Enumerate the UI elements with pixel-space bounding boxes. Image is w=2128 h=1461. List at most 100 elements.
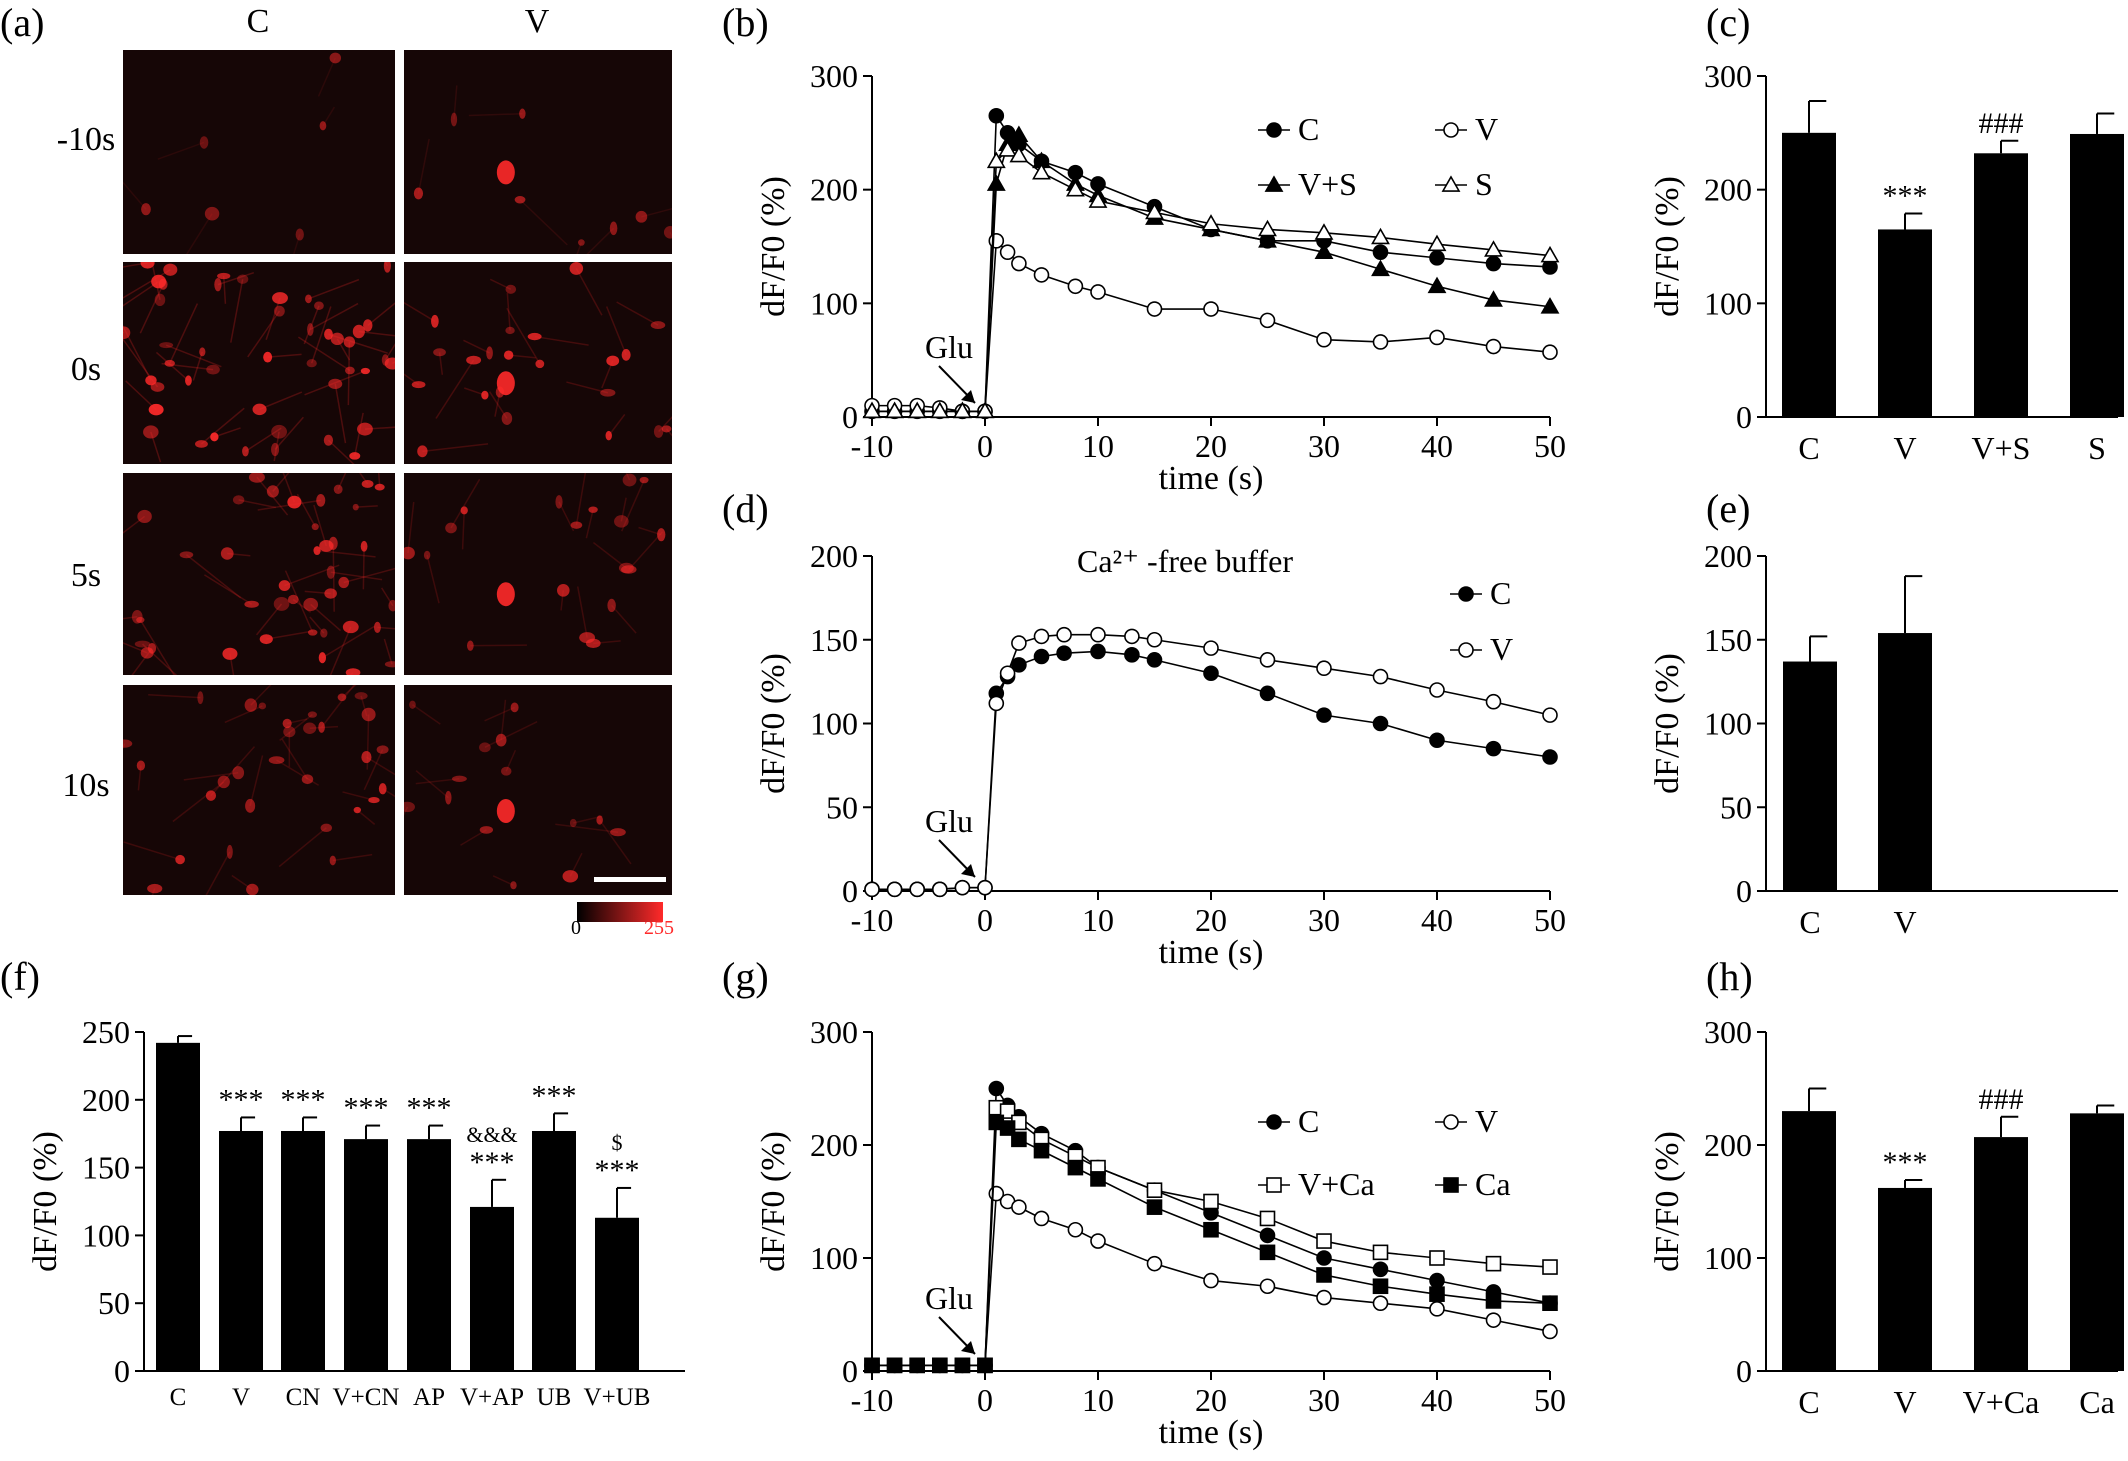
x-tick-label: -10 [851, 428, 894, 464]
data-point [1090, 1171, 1106, 1187]
legend-marker [1266, 122, 1282, 138]
data-point [1146, 652, 1163, 668]
data-point [1124, 628, 1140, 645]
glu-annotation: Glu [925, 803, 973, 839]
x-tick-label: 10 [1082, 902, 1114, 938]
micrograph-c--10s [123, 50, 395, 254]
y-tick-label: 200 [1704, 172, 1752, 208]
legend-marker [1264, 175, 1284, 192]
y-tick-label: 150 [82, 1150, 130, 1186]
data-point [988, 233, 1005, 249]
y-axis-label: dF/F0 (%) [1649, 653, 1686, 794]
x-tick-label: V+Ca [1963, 1384, 2040, 1420]
data-point [1427, 234, 1447, 252]
data-point [909, 881, 926, 898]
data-point [1485, 338, 1502, 355]
data-point [1485, 1312, 1502, 1328]
micrograph-v-0s [404, 262, 672, 464]
y-tick-label: 200 [810, 1127, 858, 1163]
data-point [1203, 1272, 1219, 1289]
micrograph-c-5s [123, 473, 395, 675]
y-tick-label: 100 [1704, 1240, 1752, 1276]
y-tick-label: 250 [82, 1014, 130, 1050]
data-point [988, 695, 1005, 712]
x-tick-label: S [2088, 430, 2106, 466]
y-tick-label: 300 [1704, 58, 1752, 94]
bar [1974, 153, 2028, 417]
legend-label: C [1490, 575, 1511, 611]
data-point [1033, 628, 1050, 645]
data-point [1429, 732, 1445, 749]
y-tick-label: 0 [842, 399, 858, 435]
data-point [1145, 202, 1164, 220]
data-point [1372, 1278, 1389, 1295]
data-point [1259, 1210, 1276, 1227]
data-point [999, 1103, 1016, 1119]
y-tick-label: 100 [82, 1217, 130, 1253]
series-c [864, 107, 1558, 420]
y-tick-label: 50 [1720, 789, 1752, 825]
data-point [885, 401, 905, 419]
micrograph-c-10s [123, 685, 395, 895]
data-point [1316, 660, 1332, 677]
significance-label: *** [1883, 180, 1928, 213]
y-tick-label: 200 [82, 1082, 130, 1118]
data-point [1146, 631, 1163, 648]
data-point [1146, 1199, 1163, 1215]
chart-c: 0 100 200 300 dF/F0 (%) C V *** V+S ### S [1649, 58, 2124, 466]
x-tick-label: C [1798, 430, 1819, 466]
micrograph-c-0s [123, 262, 395, 464]
x-tick-label: V+CN [333, 1384, 400, 1411]
glu-arrowhead [961, 390, 975, 403]
data-point [1316, 331, 1332, 348]
data-point [1316, 1233, 1332, 1249]
significance-label: ### [1979, 1083, 2024, 1116]
data-point [1540, 297, 1560, 314]
x-axis-label: time (s) [1159, 934, 1264, 971]
data-point [1316, 1267, 1332, 1283]
bar [1878, 229, 1932, 417]
data-point [1203, 1193, 1219, 1210]
x-tick-label: V [1893, 430, 1916, 466]
legend-marker [1443, 1114, 1459, 1130]
y-tick-label: 150 [810, 622, 858, 658]
data-point [1032, 162, 1051, 180]
micrograph-v--10s [404, 50, 672, 254]
data-point [1372, 668, 1389, 685]
bar [219, 1130, 263, 1371]
series-line [872, 113, 1551, 413]
data-point [1429, 1301, 1445, 1317]
bar [2070, 1113, 2124, 1371]
bar [1783, 661, 1837, 891]
data-point [862, 401, 882, 419]
data-point [988, 107, 1005, 124]
data-point [1429, 1286, 1445, 1302]
x-tick-label: 20 [1195, 902, 1227, 938]
data-point [1485, 1255, 1502, 1272]
legend-label: V [1490, 631, 1513, 667]
data-point [1033, 1142, 1050, 1159]
series-v [864, 233, 1558, 420]
y-tick-label: 100 [810, 285, 858, 321]
chart-title: Ca²⁺ -free buffer [1077, 543, 1293, 579]
x-axis-label: time (s) [1159, 460, 1264, 497]
data-point [1009, 145, 1029, 163]
data-point [886, 881, 903, 898]
series-s [862, 140, 1560, 419]
y-axis-label: dF/F0 (%) [755, 176, 792, 317]
data-point [1314, 242, 1334, 260]
panel-letter-d: (d) [722, 486, 769, 531]
data-point [998, 140, 1018, 157]
panel-letter-e: (e) [1706, 486, 1750, 531]
x-tick-label: 30 [1308, 1382, 1340, 1418]
x-tick-label: 40 [1421, 902, 1453, 938]
x-tick-label: V [1893, 1384, 1916, 1420]
data-point [988, 1080, 1005, 1097]
data-point [986, 174, 1006, 191]
data-point [1033, 267, 1050, 283]
bar [1782, 1111, 1836, 1371]
data-point [1067, 1159, 1084, 1176]
y-tick-label: 0 [1736, 399, 1752, 435]
